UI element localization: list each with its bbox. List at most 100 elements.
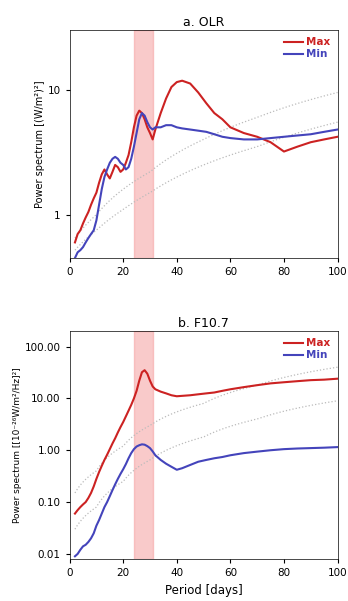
Legend: Max, Min: Max, Min [282, 336, 332, 362]
Min [89, 535, 93, 542]
Min [169, 121, 174, 129]
Max [295, 377, 299, 385]
Max [94, 189, 98, 197]
Line: Min: Min [75, 113, 338, 258]
Min [137, 115, 141, 123]
Min [134, 443, 139, 450]
Max [204, 100, 208, 107]
Min [124, 460, 128, 468]
Max [309, 377, 313, 384]
Max [159, 388, 163, 395]
Max [153, 386, 157, 393]
Min [151, 448, 155, 455]
Min [164, 460, 168, 468]
Max [282, 379, 286, 386]
Min [175, 124, 179, 131]
Max [81, 220, 85, 227]
Min [137, 442, 141, 449]
Line: Max: Max [75, 81, 338, 242]
Max [124, 159, 128, 166]
Max [100, 171, 104, 178]
Max [116, 163, 120, 171]
Max [145, 124, 149, 131]
Min [188, 462, 192, 469]
Max [164, 390, 168, 397]
Max [212, 109, 216, 117]
Max [73, 239, 77, 246]
Max [228, 124, 232, 131]
Min [129, 450, 133, 457]
Min [108, 493, 112, 500]
Min [121, 466, 125, 473]
Min [97, 516, 101, 523]
Min [228, 135, 232, 142]
Min [180, 125, 184, 132]
Max [86, 495, 90, 502]
Max [159, 109, 163, 117]
Max [92, 483, 96, 490]
Min [309, 130, 313, 138]
Max [242, 383, 246, 391]
Min [242, 450, 246, 457]
Min [159, 124, 163, 131]
Min [105, 166, 109, 173]
Max [148, 129, 152, 136]
Min [180, 465, 184, 472]
Max [134, 112, 139, 119]
Max [169, 392, 174, 399]
Min [132, 143, 136, 150]
Min [124, 166, 128, 173]
Min [212, 130, 216, 138]
Min [100, 186, 104, 193]
Max [196, 391, 200, 398]
Min [113, 481, 117, 488]
Line: Max: Max [75, 370, 338, 514]
Bar [134, 331, 153, 559]
Min [196, 127, 200, 134]
Max [140, 109, 144, 117]
Max [81, 501, 85, 508]
Max [295, 143, 299, 150]
Max [188, 392, 192, 399]
Min [116, 155, 120, 162]
Min [164, 121, 168, 129]
Max [153, 126, 157, 133]
Max [282, 148, 286, 155]
Min [228, 452, 232, 459]
Min [282, 133, 286, 141]
Min [140, 109, 144, 117]
Max [196, 89, 200, 96]
Min [121, 161, 125, 168]
Y-axis label: Power spectrum [[10⁻²⁶W/m²/Hz]²]: Power spectrum [[10⁻²⁶W/m²/Hz]²] [13, 367, 22, 523]
Max [84, 498, 88, 505]
Min [269, 447, 273, 454]
Max [110, 168, 114, 175]
Min [81, 243, 85, 251]
Min [129, 155, 133, 162]
Max [84, 214, 88, 221]
Max [89, 201, 93, 209]
Max [309, 139, 313, 146]
Max [188, 80, 192, 87]
Max [124, 413, 128, 420]
Min [322, 444, 326, 451]
Max [228, 386, 232, 393]
Max [102, 166, 106, 173]
Max [110, 440, 114, 447]
Max [78, 504, 82, 511]
Min [143, 441, 147, 448]
Max [132, 395, 136, 402]
Min [118, 159, 122, 166]
Max [92, 195, 96, 202]
Min [92, 529, 96, 537]
Min [118, 470, 122, 477]
Min [159, 456, 163, 463]
Min [116, 475, 120, 483]
Max [102, 456, 106, 463]
Max [335, 375, 340, 382]
Min [102, 174, 106, 181]
Max [143, 367, 147, 374]
Max [151, 383, 155, 390]
Max [242, 129, 246, 136]
Max [212, 389, 216, 396]
